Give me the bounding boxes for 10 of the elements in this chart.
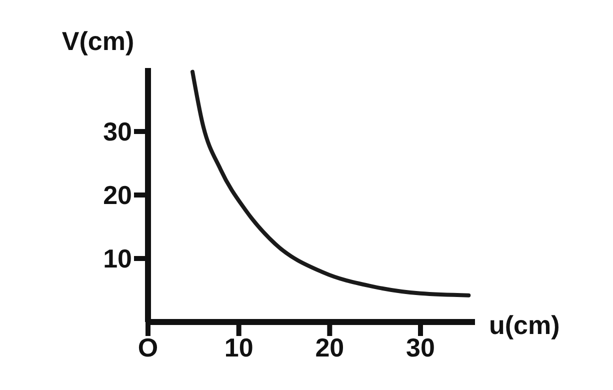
x-tick-label: 20: [315, 332, 344, 362]
x-axis-title: u(cm): [489, 310, 560, 340]
y-tick-label: 10: [103, 244, 132, 274]
y-tick-label: 30: [103, 116, 132, 147]
x-tick-label: O: [138, 332, 158, 362]
line-series: [190, 70, 471, 298]
y-axis-title: V(cm): [62, 26, 134, 56]
y-tick-label: 20: [103, 180, 132, 210]
x-tick-label: 10: [224, 332, 254, 362]
x-tick-label: 30: [406, 332, 435, 362]
